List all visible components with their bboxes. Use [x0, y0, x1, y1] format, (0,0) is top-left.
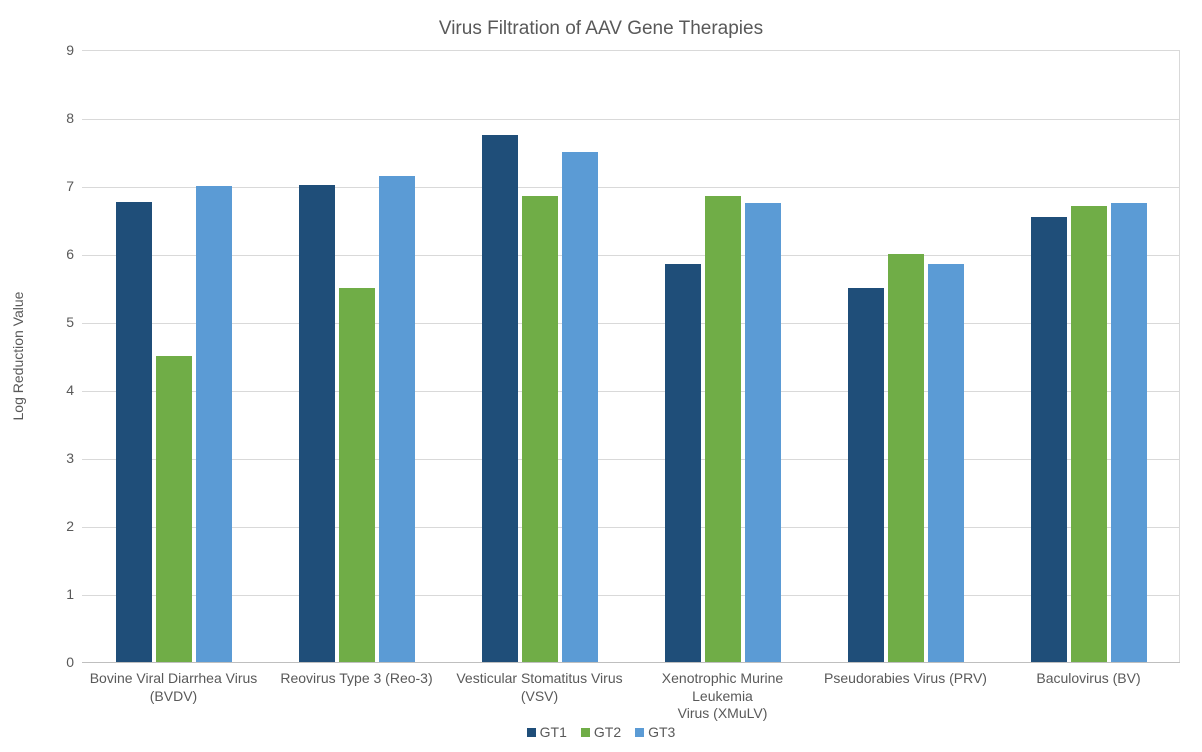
gridline [82, 187, 1179, 188]
chart-title: Virus Filtration of AAV Gene Therapies [0, 18, 1202, 40]
x-tick-label-line: Pseudorabies Virus (PRV) [814, 670, 997, 688]
legend-label: GT3 [648, 724, 675, 740]
x-tick-label-line: Virus (XMuLV) [631, 705, 814, 723]
x-tick-label: Xenotrophic Murine LeukemiaVirus (XMuLV) [631, 670, 814, 723]
y-tick-label: 2 [34, 518, 74, 534]
x-tick-label-line: Reovirus Type 3 (Reo-3) [265, 670, 448, 688]
gridline [82, 459, 1179, 460]
bar [379, 176, 415, 662]
bar [705, 196, 741, 662]
bar [522, 196, 558, 662]
legend-item: GT1 [527, 724, 567, 740]
bar [562, 152, 598, 662]
x-tick-label-line: Xenotrophic Murine Leukemia [631, 670, 814, 705]
bar-group [482, 51, 598, 662]
plot-area [82, 50, 1180, 662]
gridline [82, 255, 1179, 256]
legend-label: GT1 [540, 724, 567, 740]
y-axis-title: Log Reduction Value [10, 292, 26, 421]
y-tick-label: 7 [34, 178, 74, 194]
bar [888, 254, 924, 662]
bar [1031, 217, 1067, 662]
x-tick-label: Pseudorabies Virus (PRV) [814, 670, 997, 688]
x-tick-label-line: Vesticular Stomatitus Virus [448, 670, 631, 688]
legend-item: GT3 [635, 724, 675, 740]
bar-group [665, 51, 781, 662]
bar [156, 356, 192, 662]
bar [339, 288, 375, 662]
gridline [82, 527, 1179, 528]
bar [745, 203, 781, 662]
x-tick-label-line: Bovine Viral Diarrhea Virus [82, 670, 265, 688]
bar [299, 185, 335, 662]
bar [482, 135, 518, 662]
x-axis-line [82, 662, 1180, 663]
legend-swatch [527, 728, 536, 737]
legend: GT1 GT2 GT3 [0, 724, 1202, 740]
y-tick-label: 3 [34, 450, 74, 466]
legend-label: GT2 [594, 724, 621, 740]
x-tick-label: Reovirus Type 3 (Reo-3) [265, 670, 448, 688]
legend-swatch [581, 728, 590, 737]
y-tick-label: 4 [34, 382, 74, 398]
y-tick-label: 6 [34, 246, 74, 262]
chart-container: Virus Filtration of AAV Gene Therapies L… [0, 0, 1202, 752]
bar [116, 202, 152, 662]
bar [1071, 206, 1107, 662]
bar [928, 264, 964, 662]
bar-group [1031, 51, 1147, 662]
x-tick-label: Baculovirus (BV) [997, 670, 1180, 688]
bar [1111, 203, 1147, 662]
bar-group [848, 51, 964, 662]
gridline [82, 323, 1179, 324]
x-tick-label-line: Baculovirus (BV) [997, 670, 1180, 688]
gridline [82, 391, 1179, 392]
bar-group [299, 51, 415, 662]
x-tick-label: Bovine Viral Diarrhea Virus(BVDV) [82, 670, 265, 705]
bar [848, 288, 884, 662]
bar [196, 186, 232, 662]
bar-group [116, 51, 232, 662]
gridline [82, 119, 1179, 120]
legend-swatch [635, 728, 644, 737]
gridline [82, 595, 1179, 596]
x-tick-label-line: (BVDV) [82, 688, 265, 706]
x-tick-label: Vesticular Stomatitus Virus(VSV) [448, 670, 631, 705]
y-tick-label: 9 [34, 42, 74, 58]
y-tick-label: 8 [34, 110, 74, 126]
y-tick-label: 1 [34, 586, 74, 602]
bar [665, 264, 701, 662]
y-tick-label: 0 [34, 654, 74, 670]
y-tick-label: 5 [34, 314, 74, 330]
legend-item: GT2 [581, 724, 621, 740]
x-tick-label-line: (VSV) [448, 688, 631, 706]
